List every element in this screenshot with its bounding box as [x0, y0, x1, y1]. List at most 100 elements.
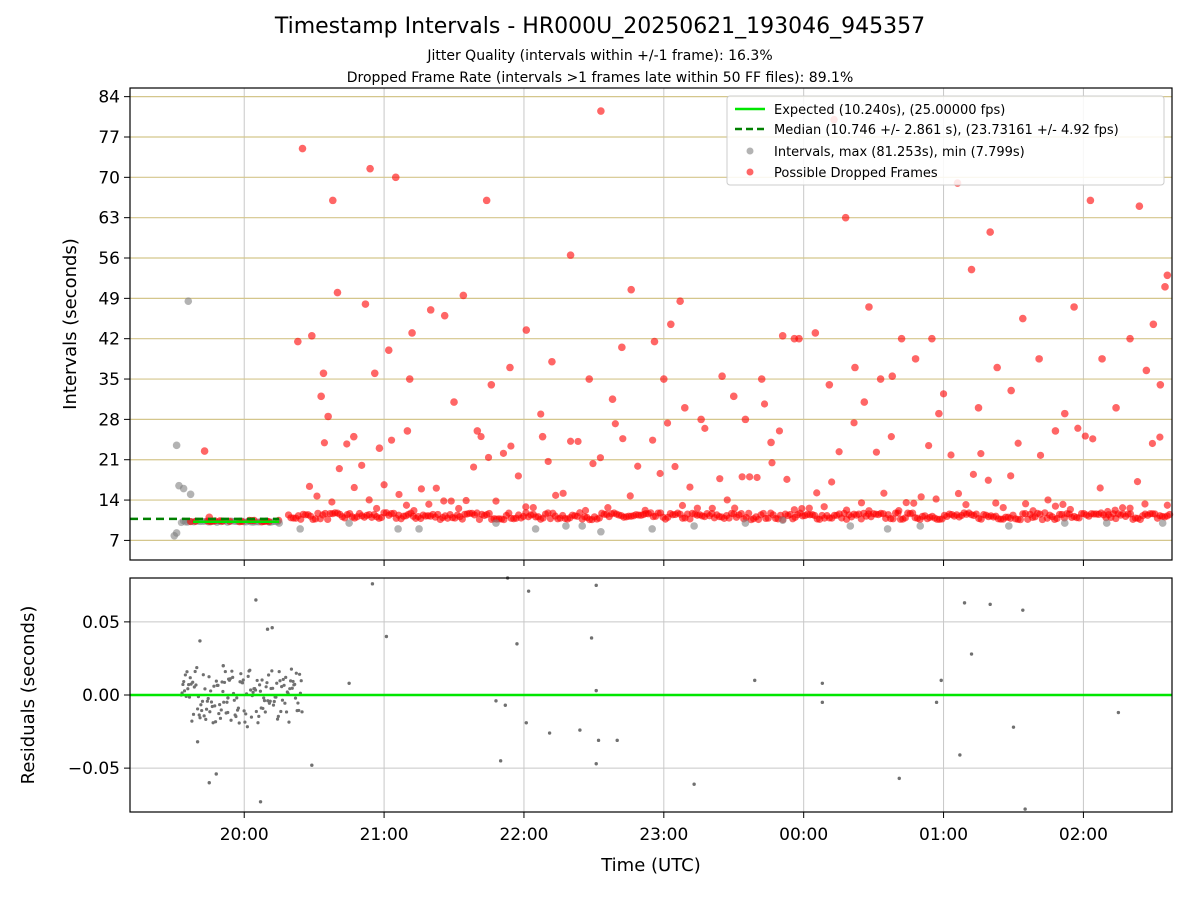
dropped-scatter-point — [932, 495, 940, 503]
dropped-frame-point — [384, 346, 393, 355]
top-y-tick-label: 28 — [98, 410, 120, 430]
x-tick-label: 22:00 — [499, 825, 548, 845]
residual-point — [615, 738, 619, 743]
top-y-tick-label: 56 — [98, 249, 120, 269]
dropped-scatter-point — [671, 462, 679, 471]
dropped-frame-point — [778, 332, 787, 340]
dropped-scatter-point — [708, 504, 716, 512]
residual-cluster-point — [206, 696, 210, 701]
interval-point — [531, 525, 540, 533]
top-y-tick-label: 42 — [98, 330, 120, 350]
dropped-frame-point — [1035, 355, 1043, 363]
dropped-scatter-point — [693, 504, 701, 512]
residual-cluster-point — [214, 679, 218, 683]
dropped-scatter-point — [783, 475, 791, 483]
dropped-frame-point — [370, 369, 379, 378]
dropped-scatter-point — [619, 435, 627, 443]
residual-cluster-point — [288, 687, 292, 691]
dropped-scatter-point — [544, 457, 552, 466]
dropped-scatter-point — [611, 420, 619, 428]
dropped-scatter-point — [462, 496, 470, 505]
residual-cluster-point — [219, 708, 223, 712]
residual-cluster-point — [275, 681, 279, 685]
dropped-scatter-point — [387, 436, 396, 444]
residual-cluster-point — [198, 716, 202, 720]
residual-point — [939, 678, 943, 683]
dropped-frame-point — [986, 228, 994, 236]
dropped-scatter-point — [417, 485, 425, 493]
residual-point — [270, 626, 274, 630]
interval-point — [345, 519, 353, 527]
dropped-frame-point — [298, 144, 307, 153]
residual-cluster-point — [287, 720, 291, 724]
dropped-band-point — [889, 515, 897, 523]
dropped-scatter-point — [1148, 439, 1157, 448]
top-y-axis-label: Intervals (seconds) — [60, 238, 81, 410]
chart-title: Timestamp Intervals - HR000U_20250621_19… — [274, 14, 926, 39]
dropped-scatter-point — [641, 506, 649, 514]
residual-cluster-point — [235, 696, 239, 700]
dropped-scatter-point — [753, 473, 761, 482]
dropped-scatter-point — [432, 484, 440, 492]
residual-point — [820, 681, 825, 685]
residual-cluster-point — [278, 679, 282, 683]
dropped-scatter-point — [865, 507, 873, 515]
dropped-scatter-point — [313, 492, 321, 500]
dropped-frame-point — [741, 415, 750, 424]
residual-cluster-point — [218, 716, 223, 720]
dropped-scatter-point — [380, 481, 388, 489]
dropped-frame-point — [522, 326, 531, 334]
residual-cluster-point — [209, 689, 213, 693]
dropped-scatter-point — [895, 507, 903, 515]
residual-cluster-point — [190, 719, 194, 723]
top-y-tick-label: 70 — [98, 168, 120, 188]
residual-cluster-point — [271, 686, 275, 690]
residual-cluster-point — [228, 677, 232, 681]
dropped-frame-point — [294, 337, 302, 346]
dropped-scatter-point — [1126, 504, 1134, 512]
top-plot-frame — [129, 87, 1173, 561]
dropped-scatter-point — [410, 506, 418, 515]
dropped-band-point — [324, 515, 332, 524]
dropped-frame-point — [329, 196, 337, 205]
residual-cluster-point — [243, 720, 247, 724]
dropped-scatter-point — [999, 503, 1007, 512]
residual-point — [958, 753, 962, 757]
interval-point — [578, 522, 587, 530]
dropped-scatter-point — [760, 400, 769, 408]
dropped-scatter-point — [514, 472, 522, 480]
dropped-frame-point — [608, 395, 617, 404]
top-y-tick-label: 14 — [98, 491, 120, 511]
residual-cluster-point — [182, 679, 186, 684]
dropped-frame-point — [317, 392, 325, 401]
dropped-scatter-point — [1118, 504, 1127, 512]
residual-cluster-point — [264, 685, 268, 689]
dropped-scatter-point — [358, 461, 366, 469]
residual-point — [820, 700, 825, 705]
dropped-frame-point — [967, 265, 976, 274]
interval-point — [597, 527, 605, 536]
residual-cluster-point — [289, 667, 294, 671]
residual-point — [207, 781, 211, 785]
dropped-frame-point — [1156, 381, 1165, 389]
dropped-band-point — [485, 509, 493, 518]
interval-point — [394, 525, 402, 533]
residual-cluster-point — [237, 721, 241, 725]
dropped-scatter-point — [790, 506, 798, 514]
residual-cluster-point — [239, 672, 243, 676]
residual-point — [221, 664, 225, 668]
dropped-scatter-point — [596, 454, 605, 462]
dropped-band-point — [686, 515, 694, 523]
dropped-frame-point — [1086, 196, 1095, 205]
residual-cluster-point — [293, 696, 298, 700]
residual-cluster-point — [290, 686, 294, 690]
bottom-y-axis: −0.05 0.00 0.05 — [68, 613, 130, 779]
residual-cluster-point — [229, 718, 233, 722]
residual-cluster-point — [202, 714, 206, 718]
dropped-frame-point — [487, 381, 496, 389]
dropped-frame-point — [627, 285, 635, 294]
residual-cluster-point — [230, 669, 234, 673]
residual-cluster-point — [200, 708, 204, 713]
dropped-frame-point — [391, 173, 400, 182]
interval-point — [1158, 519, 1167, 527]
